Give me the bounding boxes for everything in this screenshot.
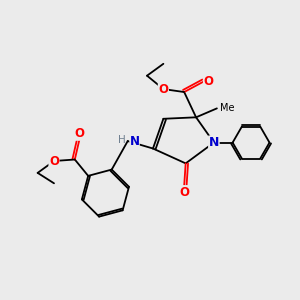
Text: N: N xyxy=(130,136,140,148)
Text: Me: Me xyxy=(220,103,234,113)
Text: O: O xyxy=(49,154,59,167)
Text: O: O xyxy=(158,82,168,96)
Text: H: H xyxy=(118,135,126,145)
Text: O: O xyxy=(74,127,84,140)
Text: O: O xyxy=(203,75,214,88)
Text: O: O xyxy=(179,186,189,199)
Text: N: N xyxy=(209,136,219,149)
